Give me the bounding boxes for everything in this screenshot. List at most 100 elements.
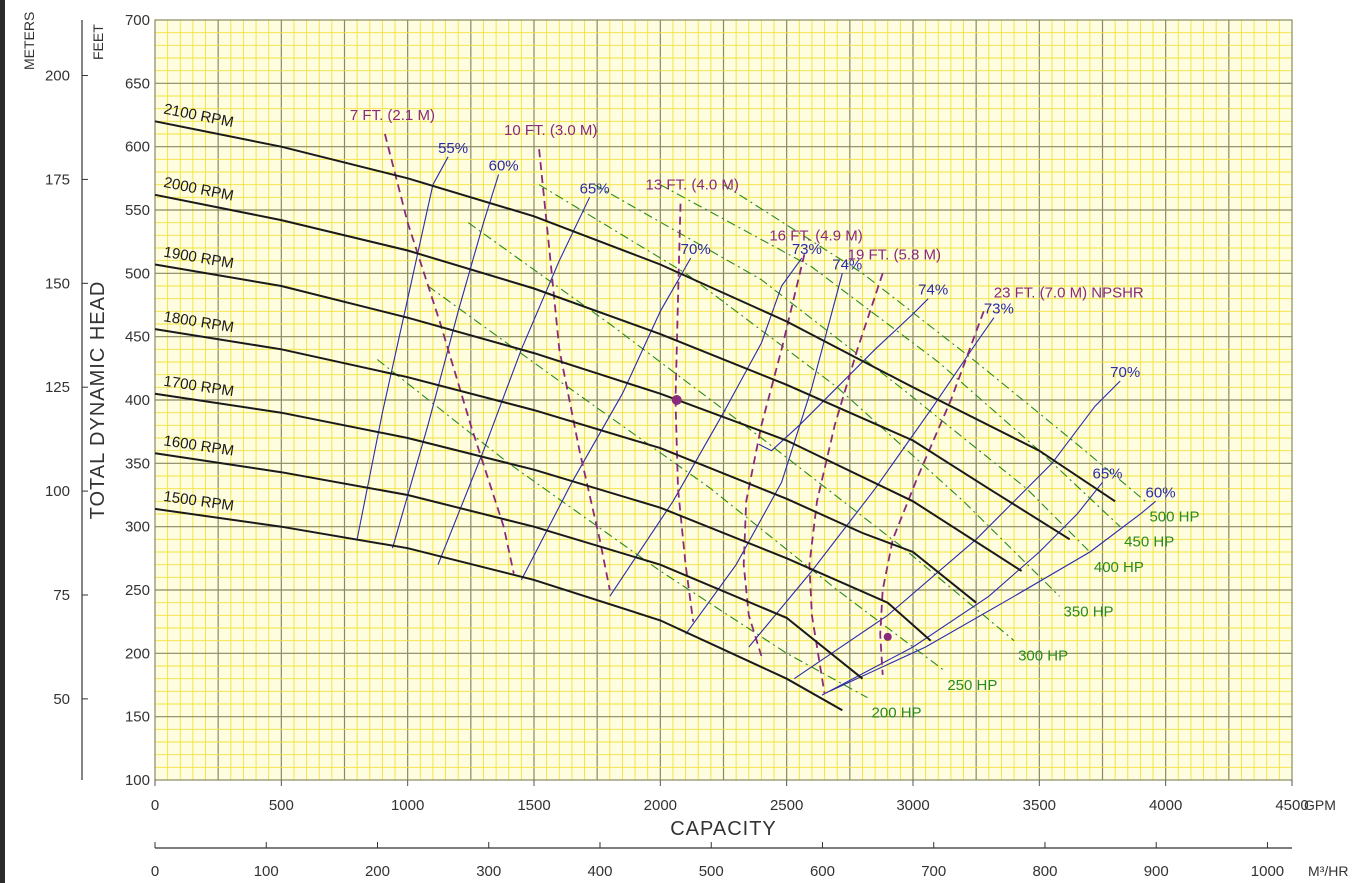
npsh-curve-label: 13 FT. (4.0 M) — [646, 177, 739, 194]
npsh-curve — [674, 203, 695, 622]
npsh-curve — [384, 133, 515, 574]
x2-tick-label: 200 — [365, 863, 390, 880]
npsh-curve — [808, 273, 884, 695]
efficiency-curve — [821, 481, 1103, 696]
operating-points — [671, 395, 892, 641]
x2-unit-label: M³/HR — [1308, 863, 1348, 879]
y-tick-label-meters: 125 — [45, 379, 70, 396]
x-tick-label: 2000 — [644, 797, 677, 814]
rpm-head-curve — [154, 392, 932, 642]
efficiency-curve-label: 70% — [1110, 364, 1140, 381]
hp-curve-label: 350 HP — [1064, 603, 1114, 620]
y-tick-label-meters: 150 — [45, 275, 70, 292]
x-tick-label: 1500 — [517, 797, 550, 814]
x-axis-title: CAPACITY — [670, 818, 777, 840]
x-tick-label: 500 — [269, 797, 294, 814]
head-curves — [154, 120, 1116, 712]
y-tick-label-feet: 500 — [125, 265, 150, 282]
x2-tick-label: 600 — [810, 863, 835, 880]
y-tick-label-meters: 200 — [45, 68, 70, 85]
efficiency-curve — [609, 257, 803, 597]
y-tick-label-meters: 50 — [53, 691, 70, 708]
hp-curve-label: 250 HP — [947, 677, 997, 694]
horsepower-curves — [376, 184, 1146, 699]
y-tick-label-feet: 100 — [125, 772, 150, 789]
efficiency-curve-label: 60% — [1146, 484, 1176, 501]
x-tick-label: 4500 — [1275, 797, 1308, 814]
efficiency-curve-label: 65% — [580, 180, 610, 197]
efficiency-curves — [356, 156, 1156, 696]
npsh-curve — [742, 254, 806, 657]
y-unit-feet-label: FEET — [90, 24, 106, 60]
efficiency-curve-label: 74% — [832, 256, 862, 273]
operating-point — [883, 632, 892, 641]
y-tick-label-meters: 75 — [53, 587, 70, 604]
efficiency-curve-label: 73% — [984, 301, 1014, 318]
rpm-head-curve — [154, 193, 1071, 541]
npsh-curve-label: 16 FT. (4.9 M) — [769, 227, 862, 244]
x-tick-label: 3000 — [896, 797, 929, 814]
left-border-rule — [0, 0, 5, 883]
y-tick-label-feet: 150 — [125, 709, 150, 726]
efficiency-curve-label: 73% — [792, 241, 822, 258]
hp-curve — [467, 222, 1015, 642]
npsh-curve-label: 7 FT. (2.1 M) — [350, 107, 435, 124]
y-tick-label-feet: 250 — [125, 582, 150, 599]
hp-curve — [723, 184, 1146, 502]
efficiency-curve — [391, 174, 500, 549]
chart-axes: 0 500 1000 1500 2000 2500 3000 3500 4000 4500GPMC… — [21, 12, 1348, 880]
y-tick-label-feet: 700 — [125, 12, 150, 29]
hp-curve — [660, 184, 1121, 528]
x2-tick-label: 300 — [476, 863, 501, 880]
efficiency-curve-label: 55% — [438, 140, 468, 157]
y-tick-label-feet: 450 — [125, 329, 150, 346]
x-tick-label: 2500 — [770, 797, 803, 814]
efficiency-curve — [793, 380, 1121, 680]
x-tick-label: 3500 — [1023, 797, 1056, 814]
hp-curve — [376, 359, 868, 699]
x2-tick-label: 500 — [699, 863, 724, 880]
efficiency-curve-label: 65% — [1093, 465, 1123, 482]
operating-point — [671, 395, 682, 405]
chart-grid — [154, 19, 1293, 781]
y-tick-label-meters: 175 — [45, 171, 70, 188]
rpm-head-curve — [154, 263, 1023, 572]
efficiency-curve — [829, 500, 1156, 692]
npsh-curve-label: 19 FT. (5.8 M) — [848, 246, 941, 263]
npsh-curve — [879, 310, 985, 675]
efficiency-curve — [685, 273, 843, 635]
y-tick-label-feet: 300 — [125, 519, 150, 536]
x-unit-label: GPM — [1304, 797, 1336, 813]
npsh-curve-label: 23 FT. (7.0 M) NPSHR — [994, 284, 1144, 301]
x-tick-label: 0 — [151, 797, 159, 814]
npsh-curve-label: 10 FT. (3.0 M) — [504, 122, 597, 139]
hp-curve-label: 450 HP — [1124, 534, 1174, 551]
hp-curve-label: 200 HP — [872, 705, 922, 722]
efficiency-curve — [748, 317, 995, 648]
efficiency-curve-label: 74% — [918, 282, 948, 299]
x2-tick-label: 700 — [921, 863, 946, 880]
y-axis-title: TOTAL DYNAMIC HEAD — [87, 281, 109, 520]
hp-curve — [594, 184, 1091, 553]
x2-tick-label: 100 — [254, 863, 279, 880]
efficiency-curve-label: 60% — [489, 158, 519, 175]
hp-curve-label: 500 HP — [1149, 508, 1199, 525]
rpm-head-curve — [154, 507, 843, 712]
y-tick-label-feet: 200 — [125, 645, 150, 662]
efficiency-curve-label: 70% — [681, 241, 711, 258]
y-tick-label-feet: 600 — [125, 139, 150, 156]
efficiency-curve — [356, 156, 449, 540]
x2-tick-label: 1000 — [1251, 863, 1284, 880]
plot-frame — [154, 19, 1293, 781]
y-tick-label-meters: 100 — [45, 483, 70, 500]
x2-tick-label: 400 — [587, 863, 612, 880]
x2-tick-label: 900 — [1144, 863, 1169, 880]
x2-tick-label: 0 — [151, 863, 159, 880]
rpm-head-curve — [154, 120, 1116, 503]
hp-curve-label: 300 HP — [1018, 648, 1068, 665]
y-tick-label-feet: 400 — [125, 392, 150, 409]
x-tick-label: 1000 — [391, 797, 424, 814]
y-tick-label-feet: 550 — [125, 202, 150, 219]
rpm-head-curve — [154, 328, 977, 604]
